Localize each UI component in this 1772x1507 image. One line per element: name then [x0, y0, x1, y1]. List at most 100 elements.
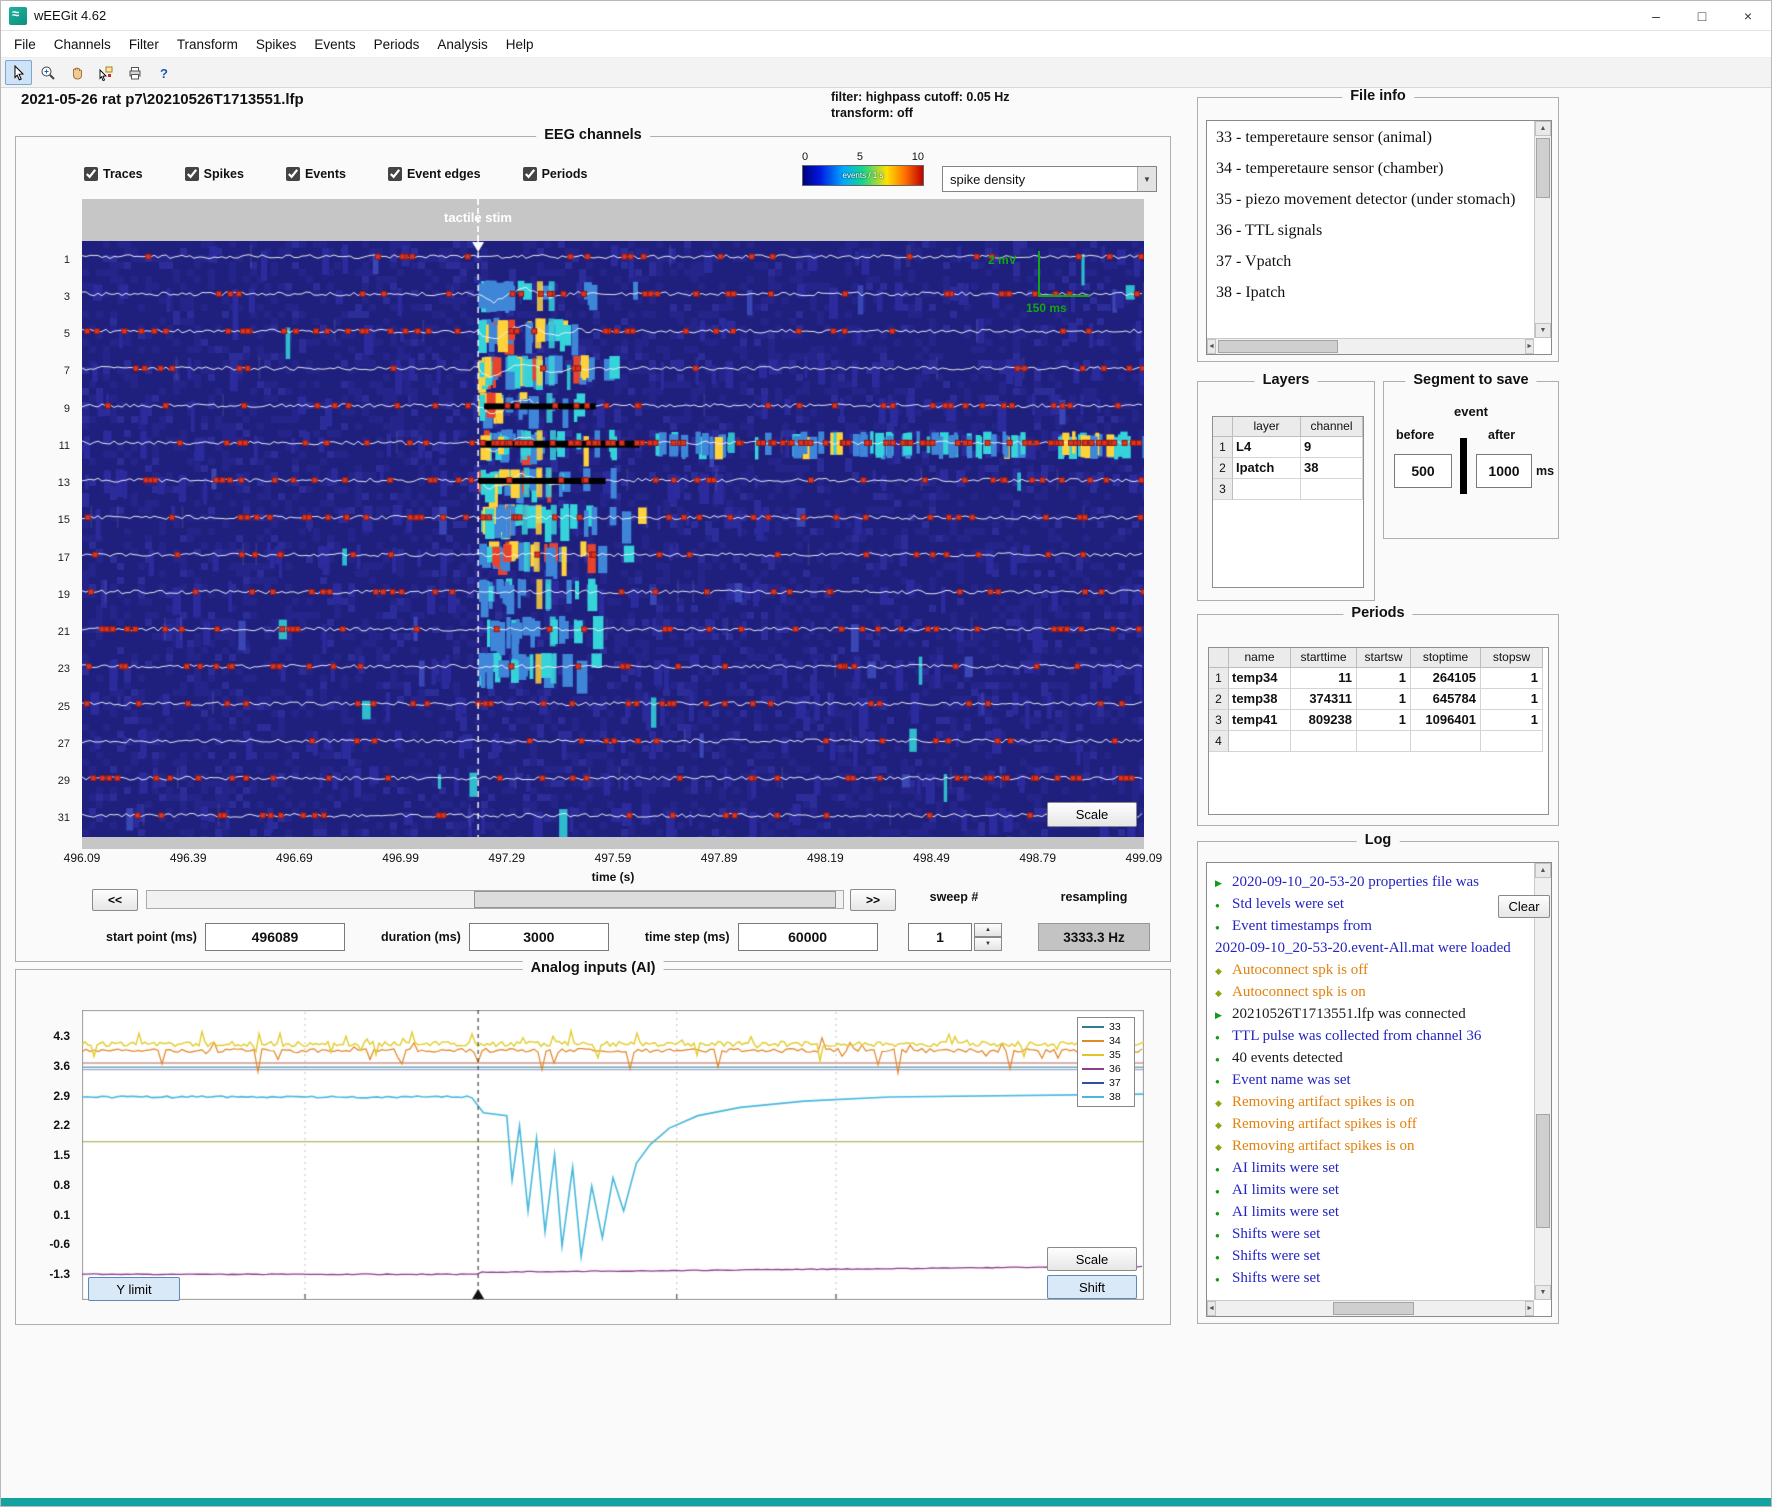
spin-down-icon[interactable]: ▼	[974, 937, 1002, 951]
periods-row[interactable]: 1 temp34 11 1 264105 1	[1209, 668, 1548, 689]
display-mode-dropdown[interactable]: spike density ▼	[942, 166, 1157, 192]
log-entry-icon	[1215, 1069, 1228, 1093]
ai-shift-button[interactable]: Shift	[1047, 1275, 1137, 1299]
menu-item[interactable]: File	[5, 33, 45, 56]
hand-icon[interactable]	[63, 60, 90, 85]
field-input[interactable]: 3000	[469, 923, 609, 951]
channel-label: 5	[46, 316, 76, 353]
log-entry-text: Removing artifact spikes is on	[1232, 1094, 1414, 1110]
file-info-item[interactable]: 36 - TTL signals	[1208, 215, 1533, 246]
checkbox-input[interactable]	[84, 167, 98, 181]
cursor-icon[interactable]	[5, 60, 32, 85]
scroll-right-icon[interactable]: ►	[1525, 339, 1534, 354]
time-field: duration (ms) 3000	[381, 923, 609, 951]
display-checkbox[interactable]: Traces	[84, 167, 143, 181]
log-entry: 2020-09-10_20-53-20 properties file was	[1215, 871, 1533, 893]
time-scrollbar[interactable]	[146, 890, 844, 909]
log-hscrollbar[interactable]: ◄ ►	[1207, 1300, 1534, 1316]
eeg-scale-button[interactable]: Scale	[1047, 802, 1137, 827]
close-button[interactable]: ×	[1725, 1, 1771, 30]
legend-line-swatch	[1082, 1068, 1104, 1070]
file-info-hscrollbar[interactable]: ◄ ►	[1207, 338, 1534, 354]
menu-item[interactable]: Events	[305, 33, 364, 56]
scroll-left-button[interactable]: <<	[92, 889, 138, 911]
display-checkbox[interactable]: Events	[286, 167, 346, 181]
field-label: start point (ms)	[106, 930, 197, 944]
y-limit-button[interactable]: Y limit	[88, 1277, 180, 1301]
log-entry: Removing artifact spikes is on	[1215, 1091, 1533, 1113]
help-icon[interactable]: ?	[150, 60, 177, 85]
file-info-item[interactable]: 38 - Ipatch	[1208, 277, 1533, 308]
scroll-right-icon[interactable]: ►	[1525, 1301, 1534, 1316]
log-vscrollbar[interactable]: ▲ ▼	[1534, 863, 1551, 1300]
sweep-input[interactable]: 1	[908, 923, 972, 951]
field-input[interactable]: 496089	[205, 923, 345, 951]
checkbox-input[interactable]	[286, 167, 300, 181]
spin-up-icon[interactable]: ▲	[974, 923, 1002, 937]
file-info-item[interactable]: 37 - Vpatch	[1208, 246, 1533, 277]
stim-period-bar: tactile stim	[82, 199, 1144, 241]
after-input[interactable]: 1000	[1476, 454, 1532, 488]
layers-table[interactable]: layer channel 1 L4 9 2 Ipatch 38 3	[1212, 416, 1364, 588]
field-input[interactable]: 60000	[738, 923, 878, 951]
scroll-left-icon[interactable]: ◄	[1207, 339, 1216, 354]
chevron-down-icon[interactable]: ▼	[1137, 167, 1156, 191]
layers-row[interactable]: 1 L4 9	[1213, 437, 1363, 458]
scroll-down-icon[interactable]: ▼	[1535, 323, 1551, 338]
file-info-list[interactable]: 33 - temperetaure sensor (animal)34 - te…	[1206, 120, 1552, 355]
scroll-left-icon[interactable]: ◄	[1207, 1301, 1216, 1316]
scroll-up-icon[interactable]: ▲	[1535, 121, 1551, 136]
menu-item[interactable]: Periods	[365, 33, 429, 56]
ai-scale-button[interactable]: Scale	[1047, 1247, 1137, 1271]
ai-plot-canvas[interactable]	[82, 1010, 1144, 1300]
log-entry-text: 2020-09-10_20-53-20.event-All.mat were l…	[1215, 940, 1511, 956]
display-checkbox[interactable]: Periods	[523, 167, 588, 181]
checkbox-input[interactable]	[388, 167, 402, 181]
display-checkbox[interactable]: Spikes	[185, 167, 244, 181]
menu-item[interactable]: Filter	[120, 33, 168, 56]
periods-row[interactable]: 3 temp41 809238 1 1096401 1	[1209, 710, 1548, 731]
periods-table[interactable]: name starttime startsw stoptime stopsw 1…	[1208, 647, 1549, 815]
vscroll-thumb[interactable]	[1536, 1114, 1550, 1228]
file-info-item[interactable]: 33 - temperetaure sensor (animal)	[1208, 122, 1533, 153]
file-info-item[interactable]: 34 - temperetaure sensor (chamber)	[1208, 153, 1533, 184]
hscroll-thumb[interactable]	[1333, 1302, 1413, 1315]
periods-row[interactable]: 4	[1209, 731, 1548, 752]
menu-item[interactable]: Help	[497, 33, 543, 56]
maximize-button[interactable]: □	[1679, 1, 1725, 30]
checkbox-input[interactable]	[185, 167, 199, 181]
hscroll-thumb[interactable]	[1218, 340, 1338, 353]
eeg-plot[interactable]: tactile stim 2 mV 150 ms	[82, 199, 1144, 911]
menu-item[interactable]: Channels	[45, 33, 120, 56]
ai-plot[interactable]	[82, 1010, 1144, 1305]
log-box[interactable]: 2020-09-10_20-53-20 properties file was …	[1206, 862, 1552, 1317]
scroll-up-icon[interactable]: ▲	[1535, 863, 1551, 878]
legend-line-swatch	[1082, 1096, 1104, 1098]
after-label: after	[1488, 428, 1515, 442]
time-scrollbar-thumb[interactable]	[474, 891, 836, 908]
log-entry-icon	[1215, 981, 1228, 1004]
print-icon[interactable]	[121, 60, 148, 85]
sweep-label: sweep #	[908, 890, 1000, 904]
layers-row[interactable]: 3	[1213, 479, 1363, 500]
sweep-spinner[interactable]: ▲ ▼	[974, 923, 1002, 951]
menu-item[interactable]: Analysis	[428, 33, 496, 56]
legend-entry: 33	[1082, 1021, 1130, 1033]
file-info-item[interactable]: 35 - piezo movement detector (under stom…	[1208, 184, 1533, 215]
clear-log-button[interactable]: Clear	[1498, 895, 1550, 918]
zoom-in-icon[interactable]	[34, 60, 61, 85]
layers-row[interactable]: 2 Ipatch 38	[1213, 458, 1363, 479]
menu-item[interactable]: Transform	[168, 33, 247, 56]
eeg-heatmap-canvas[interactable]	[82, 241, 1144, 837]
minimize-button[interactable]: –	[1633, 1, 1679, 30]
scroll-down-icon[interactable]: ▼	[1535, 1285, 1551, 1300]
before-input[interactable]: 500	[1394, 454, 1452, 488]
display-checkbox[interactable]: Event edges	[388, 167, 481, 181]
periods-row[interactable]: 2 temp38 374311 1 645784 1	[1209, 689, 1548, 710]
datatip-icon[interactable]	[92, 60, 119, 85]
checkbox-input[interactable]	[523, 167, 537, 181]
scroll-right-button[interactable]: >>	[850, 889, 896, 911]
menu-item[interactable]: Spikes	[247, 33, 306, 56]
file-info-vscrollbar[interactable]: ▲ ▼	[1534, 121, 1551, 338]
vscroll-thumb[interactable]	[1536, 138, 1550, 198]
